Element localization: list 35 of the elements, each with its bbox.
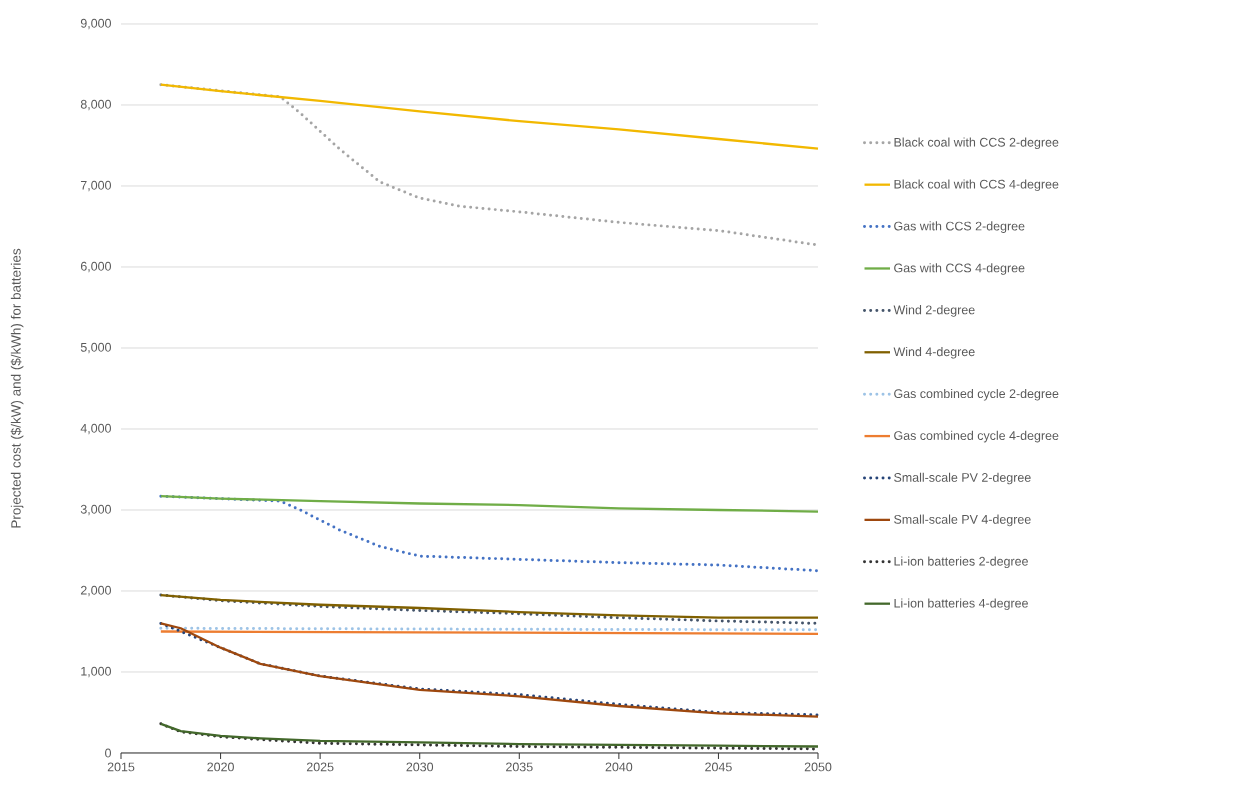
legend-label: Gas combined cycle 4-degree xyxy=(894,430,1059,443)
legend-label: Li-ion batteries 2-degree xyxy=(894,556,1028,569)
x-tick-label: 2040 xyxy=(605,762,633,772)
legend-label: Wind 4-degree xyxy=(893,347,975,359)
x-tick-label: 2020 xyxy=(207,762,234,772)
legend-label: Black coal with CCS 4-degree xyxy=(894,179,1059,192)
line-series xyxy=(159,593,820,619)
line-series xyxy=(159,495,820,513)
y-tick-label: 6,000 xyxy=(80,261,111,273)
line-series xyxy=(159,83,820,150)
line-series xyxy=(159,494,820,573)
legend-label: Black coal with CCS 2-degree xyxy=(894,137,1059,150)
y-tick-label: 0 xyxy=(105,748,111,758)
legend-label: Li-ion batteries 4-degree xyxy=(894,598,1028,611)
legend-label: Small-scale PV 4-degree xyxy=(894,514,1031,527)
legend-label: Small-scale PV 2-degree xyxy=(894,472,1031,485)
x-tick-label: 2035 xyxy=(506,762,533,772)
legend-label: Gas with CCS 2-degree xyxy=(894,221,1025,233)
y-tick-label: 3,000 xyxy=(80,504,111,516)
x-tick-label: 2045 xyxy=(705,762,732,772)
x-tick-label: 2050 xyxy=(804,762,832,772)
y-axis-title: Projected cost ($/kW) and ($/kWh) for batteries xyxy=(10,248,24,528)
legend-label: Gas combined cycle 2-degree xyxy=(894,388,1059,401)
y-tick-label: 1,000 xyxy=(81,666,111,678)
y-tick-label: 9,000 xyxy=(80,18,111,30)
y-tick-label: 5,000 xyxy=(80,342,111,354)
x-tick-label: 2030 xyxy=(406,762,434,772)
y-tick-label: 8,000 xyxy=(80,99,111,111)
legend-label: Gas with CCS 4-degree xyxy=(894,263,1025,275)
legend-label: Wind 2-degree xyxy=(893,305,975,317)
x-tick-label: 2025 xyxy=(306,762,334,772)
y-tick-label: 2,000 xyxy=(80,585,111,597)
x-tick-label: 2015 xyxy=(107,762,135,772)
y-tick-label: 7,000 xyxy=(80,180,111,192)
y-tick-label: 4,000 xyxy=(80,423,111,435)
